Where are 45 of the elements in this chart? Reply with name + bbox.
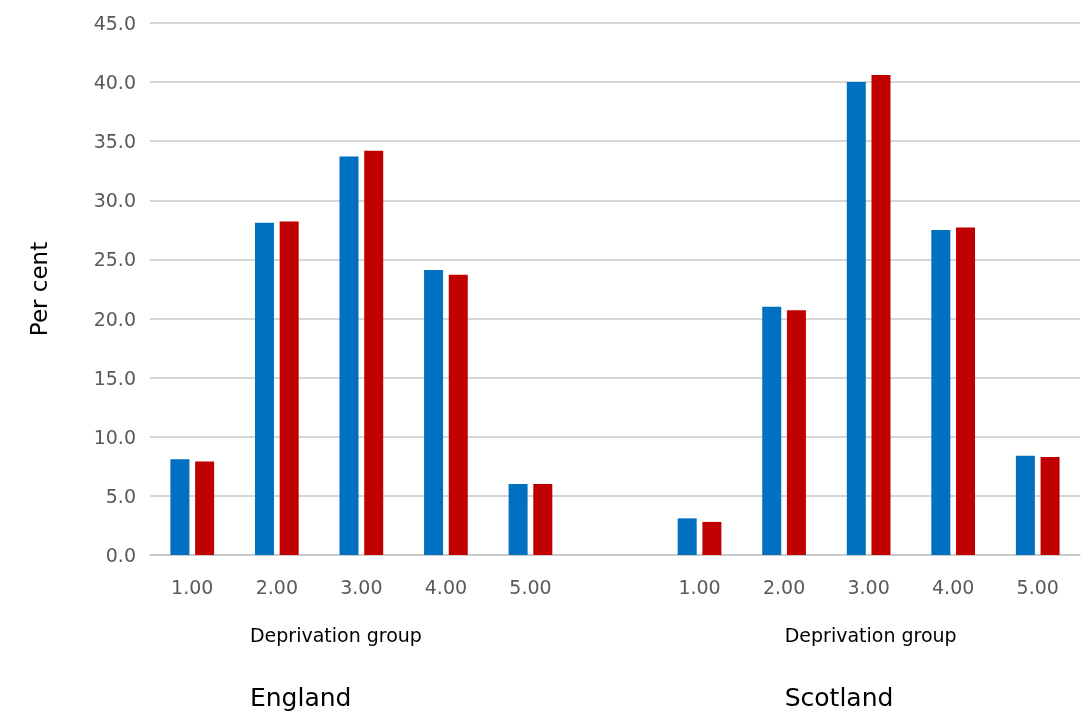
bar	[170, 459, 190, 555]
y-tick-label: 35.0	[93, 130, 136, 153]
bar	[871, 75, 891, 555]
bar	[702, 521, 722, 555]
bar	[195, 461, 215, 555]
x-tick-label: 1.00	[171, 575, 214, 598]
y-tick-label: 25.0	[93, 248, 136, 271]
bar	[448, 274, 468, 555]
bar	[533, 484, 553, 555]
bar	[279, 221, 299, 555]
y-tick-label: 20.0	[93, 307, 136, 330]
bar	[677, 518, 697, 555]
x-tick-label: 2.00	[255, 575, 298, 598]
bar	[1040, 456, 1060, 555]
x-tick-label: 2.00	[762, 575, 806, 598]
bar	[956, 227, 976, 555]
bar	[931, 229, 951, 555]
bar	[786, 310, 806, 555]
y-tick-label: 15.0	[93, 366, 136, 389]
y-axis-title: Per cent	[25, 241, 52, 337]
bar	[424, 270, 444, 555]
x-tick-label: 5.00	[509, 575, 552, 598]
x-tick-label: 3.00	[847, 575, 890, 598]
bar	[508, 484, 528, 555]
y-tick-label: 0.0	[105, 544, 136, 566]
bar	[1015, 455, 1035, 555]
y-tick-label: 5.0	[105, 484, 136, 507]
bar	[254, 222, 274, 555]
x-tick-label: 3.00	[340, 575, 383, 598]
bar	[846, 82, 866, 555]
x-tick-label: 5.00	[1016, 575, 1059, 598]
bar	[364, 150, 384, 555]
bar	[762, 306, 782, 555]
text: Deprivation group	[249, 623, 422, 646]
y-tick-label: 45.0	[93, 12, 136, 34]
bar	[339, 156, 359, 555]
y-tick-label: 40.0	[93, 71, 136, 94]
text: Scotland	[784, 683, 894, 712]
x-tick-label: 4.00	[932, 575, 975, 598]
text: Deprivation group	[784, 623, 957, 646]
x-tick-label: 4.00	[424, 575, 468, 598]
y-tick-label: 30.0	[93, 189, 136, 212]
y-tick-label: 10.0	[93, 425, 136, 448]
text: England	[249, 683, 352, 712]
x-tick-label: 1.00	[678, 575, 721, 598]
